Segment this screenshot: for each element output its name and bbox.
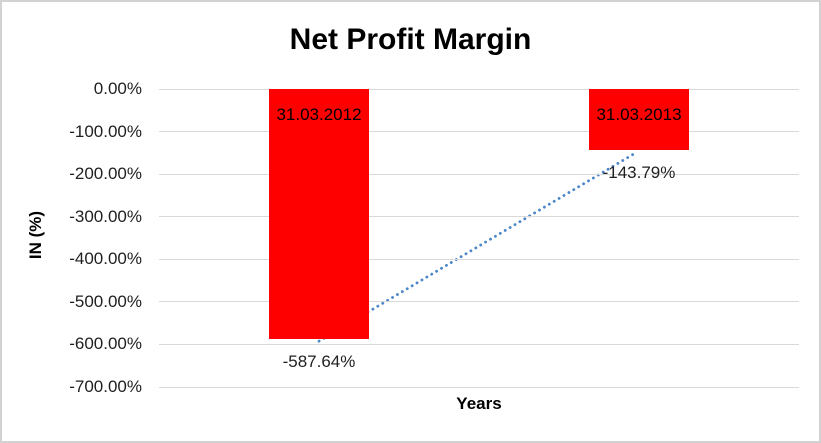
chart-title: Net Profit Margin [289, 23, 532, 56]
bar-value-label: -143.79% [602, 163, 676, 183]
bar-category-label: 31.03.2013 [596, 105, 682, 124]
y-tick-label: 0.00% [93, 79, 142, 98]
gridline [159, 343, 799, 345]
gridline [159, 386, 799, 388]
gridline [159, 131, 799, 133]
y-tick-label: -300.00% [69, 206, 142, 226]
x-axis-title: Years [456, 394, 502, 413]
bar [269, 89, 369, 340]
y-tick-label: -500.00% [69, 291, 142, 311]
gridline [159, 216, 799, 218]
y-tick-label: -200.00% [69, 164, 142, 184]
bar-category-label: 31.03.2012 [276, 105, 362, 124]
gridline [159, 88, 799, 90]
y-tick-label: -400.00% [69, 249, 142, 269]
gridline [159, 173, 799, 175]
bar [589, 89, 689, 151]
plot-area: 31.03.2012 -587.64% 31.03.2013 -143.79% [159, 88, 799, 388]
y-tick-label: -700.00% [69, 377, 142, 396]
gridline [159, 258, 799, 260]
y-tick-label: -100.00% [69, 121, 142, 141]
gridline [159, 301, 799, 303]
bar-value-label: -587.64% [282, 352, 356, 372]
y-tick-label: -600.00% [69, 334, 142, 354]
trendline-layer [317, 151, 637, 343]
